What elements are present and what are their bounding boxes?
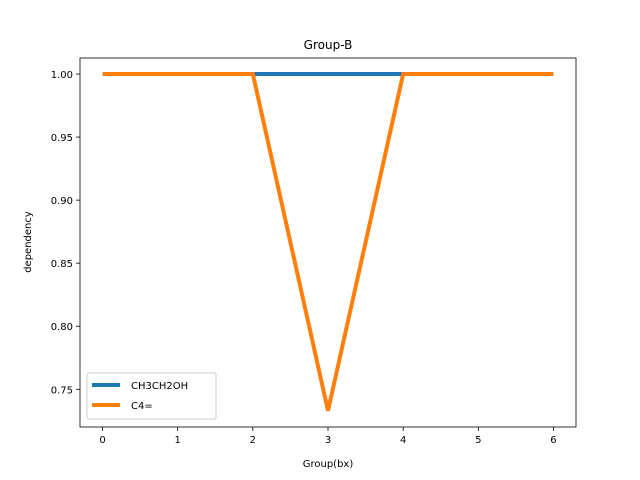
y-tick-label: 0.80: [51, 322, 73, 333]
x-tick-label: 2: [250, 435, 256, 446]
legend-label-1: CH3CH2OH: [131, 381, 188, 392]
y-tick-label: 0.95: [51, 133, 73, 144]
y-tick-label: 0.85: [51, 259, 73, 270]
plot-area: 0 1 2 3 4 5 6 0.75 0.80 0.85 0.90 0.95 1.00: [51, 57, 577, 446]
x-tick-label: 3: [325, 435, 331, 446]
legend-label-2: C4=: [131, 401, 153, 412]
x-tick-label: 6: [550, 435, 556, 446]
x-tick-label: 0: [99, 435, 105, 446]
x-tick-label: 5: [475, 435, 481, 446]
legend-box: [86, 372, 217, 420]
y-tick-label: 1.00: [51, 70, 73, 81]
series-line-2: [102, 72, 554, 412]
legend: CH3CH2OH C4=: [86, 372, 217, 420]
x-tick-label: 1: [175, 435, 181, 446]
y-tick-label: 0.90: [51, 196, 73, 207]
x-tick-label: 4: [400, 435, 406, 446]
chart-title: Group-B: [304, 38, 353, 52]
y-axis-label: dependency: [23, 211, 34, 273]
x-axis-label: Group(bx): [303, 459, 354, 470]
y-tick-label: 0.75: [51, 385, 73, 396]
